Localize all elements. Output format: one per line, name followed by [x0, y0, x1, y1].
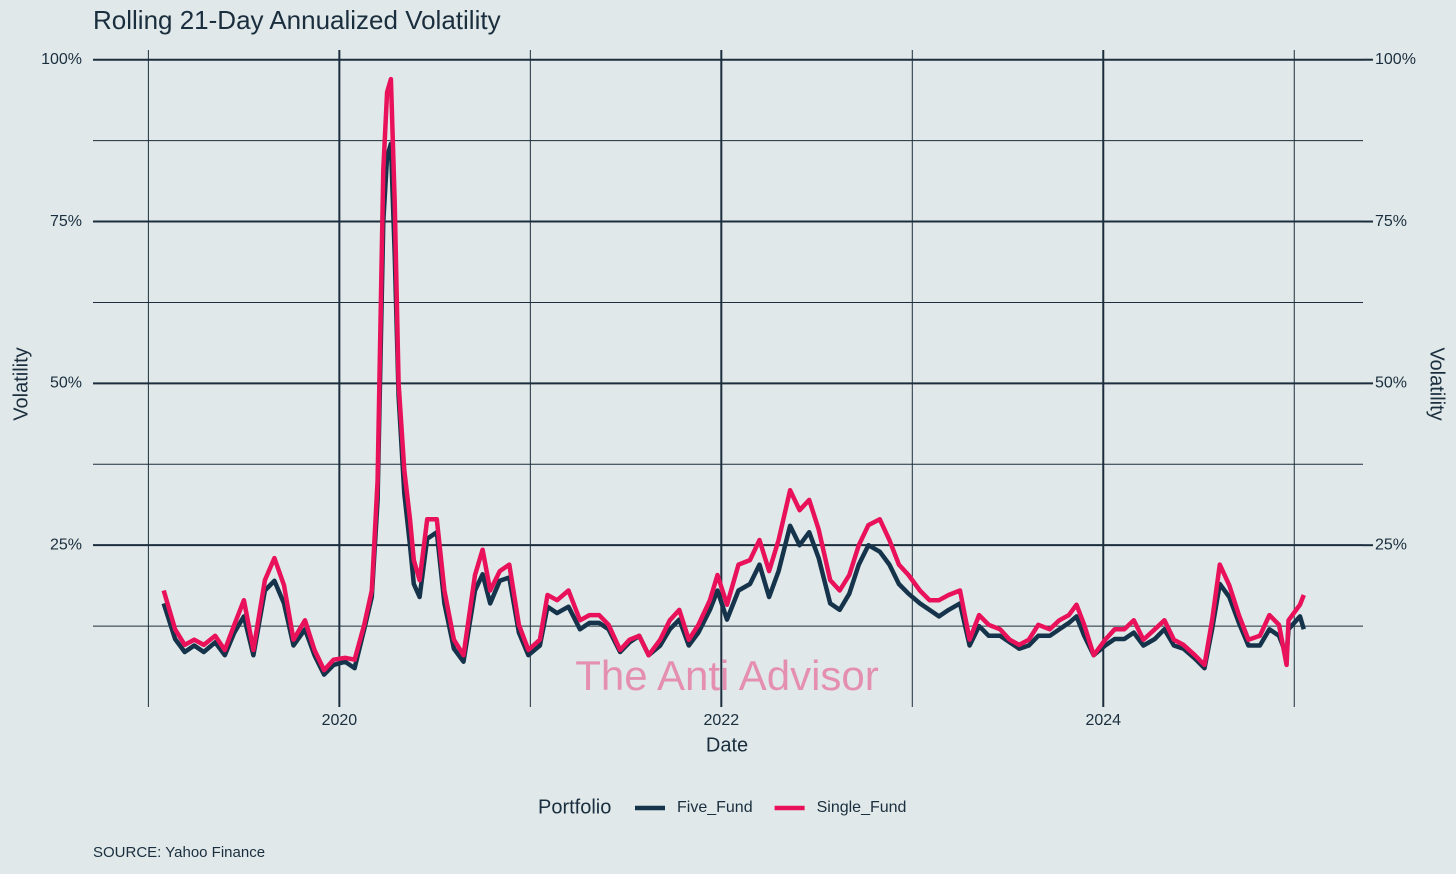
y-tick-label: 50% — [50, 375, 82, 392]
chart-title: Rolling 21-Day Annualized Volatility — [93, 5, 501, 35]
y2-axis-title: Volatility — [1426, 347, 1448, 420]
y2-tick-label: 75% — [1375, 213, 1407, 230]
legend-label: Single_Fund — [817, 799, 907, 816]
y2-tick-label: 100% — [1375, 51, 1416, 68]
x-tick-label: 2022 — [704, 712, 740, 729]
legend-label: Five_Fund — [677, 799, 753, 816]
y-axis-title: Volatility — [10, 347, 32, 420]
y-tick-label: 100% — [41, 51, 82, 68]
y2-tick-label: 50% — [1375, 375, 1407, 392]
y-tick-label: 75% — [50, 213, 82, 230]
watermark: The Anti Advisor — [575, 652, 879, 699]
series-line — [161, 141, 1306, 677]
series-line — [161, 76, 1306, 673]
x-tick-label: 2020 — [322, 712, 358, 729]
y2-tick-label: 25% — [1375, 536, 1407, 553]
y-tick-label: 25% — [50, 536, 82, 553]
caption: SOURCE: Yahoo Finance — [93, 844, 265, 861]
x-tick-label: 2024 — [1085, 712, 1121, 729]
legend-title: Portfolio — [538, 796, 611, 818]
x-axis-title: Date — [706, 734, 748, 756]
